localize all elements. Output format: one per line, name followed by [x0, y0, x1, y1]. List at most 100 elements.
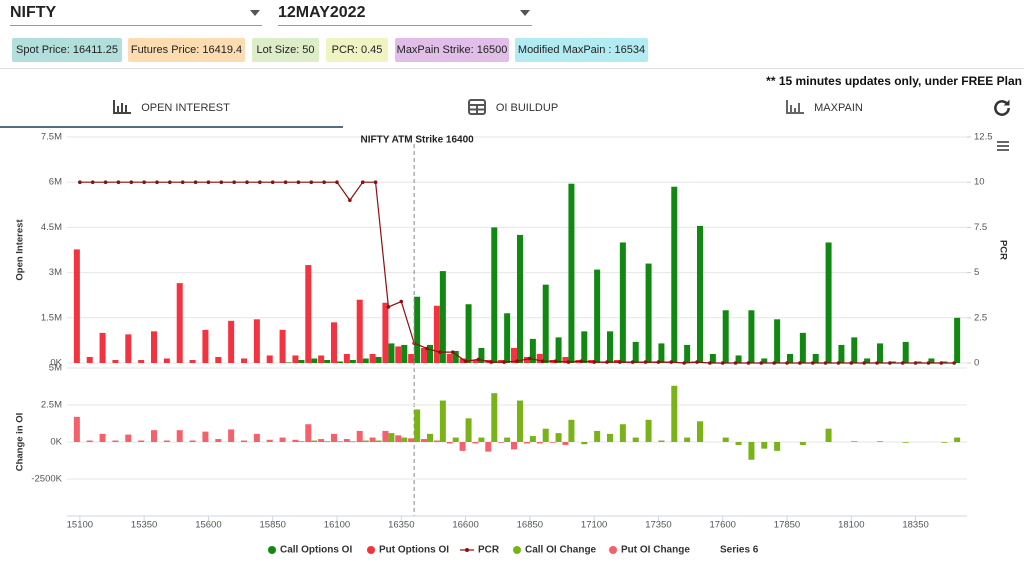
pcr-point [836, 361, 841, 365]
bar [504, 437, 511, 442]
bar [427, 344, 433, 363]
pcr-point [360, 180, 365, 184]
x-tick-label: 17850 [774, 520, 800, 531]
legend-label: Call Options OI [280, 545, 352, 556]
symbol-select[interactable]: NIFTY [10, 0, 262, 26]
x-tick-label: 16350 [388, 520, 414, 531]
bar [86, 440, 93, 442]
bar [864, 358, 871, 363]
bar [138, 359, 145, 363]
bar [511, 442, 517, 450]
pcr-point [630, 360, 635, 364]
badge: Futures Price: 16419.4 [128, 38, 245, 62]
bar [619, 424, 626, 442]
pcr-point [939, 361, 944, 365]
bar [311, 440, 318, 442]
bar [459, 442, 466, 451]
bar [163, 358, 170, 363]
pcr-point [438, 350, 442, 354]
pcr-point [643, 360, 648, 364]
tab-oi-buildup[interactable]: OI BUILDUP [343, 96, 683, 126]
y2-tick-label: 5 [974, 267, 979, 278]
bar [658, 343, 665, 363]
pcr-point [425, 346, 429, 351]
bar [799, 332, 806, 363]
pcr-point [322, 180, 326, 184]
bar [478, 347, 485, 363]
pcr-point [180, 180, 185, 184]
bar [697, 225, 703, 363]
bar [369, 437, 376, 442]
bar [915, 361, 922, 363]
refresh-button[interactable] [992, 98, 1012, 118]
bar [202, 431, 209, 442]
y2-tick-label: 10 [974, 177, 985, 188]
bar [176, 430, 183, 442]
pcr-point [245, 180, 249, 184]
bar [337, 441, 343, 442]
pcr-point [296, 180, 301, 184]
y-tick-label: 1.5M [41, 312, 62, 323]
bar [928, 358, 935, 363]
bar [266, 355, 273, 363]
y2-tick-label: 12.5 [974, 132, 993, 143]
bar [491, 227, 498, 363]
bar [401, 437, 408, 442]
bar [421, 347, 427, 363]
pcr-point [798, 361, 802, 365]
tab-maxpain[interactable]: MAXPAIN [683, 96, 966, 126]
bar [851, 337, 858, 363]
chart-menu[interactable] [996, 140, 1010, 152]
bar [645, 419, 652, 442]
bar [748, 442, 755, 460]
bar [382, 430, 389, 442]
bar [228, 320, 235, 363]
pcr-point [258, 180, 262, 184]
pcr-point [309, 180, 314, 184]
pcr-point [733, 361, 738, 365]
notice: ** 15 minutes updates only, under FREE P… [766, 74, 1022, 88]
bar [838, 344, 845, 363]
badge: Lot Size: 50 [252, 38, 319, 62]
pcr-point [592, 360, 596, 364]
tab-open-interest[interactable]: OPEN INTEREST [0, 96, 343, 128]
bar [619, 242, 626, 363]
badge: Spot Price: 16411.25 [12, 38, 122, 62]
bar [324, 359, 331, 363]
pcr-point [746, 361, 751, 365]
bar [176, 283, 183, 363]
pcr-point [155, 180, 159, 184]
legend-label: Call OI Change [525, 545, 597, 556]
bar [356, 430, 363, 442]
bar [536, 353, 543, 363]
y2-axis-title: PCR [997, 240, 1008, 260]
bar [485, 442, 492, 452]
bar [292, 355, 299, 363]
bar [382, 302, 389, 363]
bar [408, 438, 415, 442]
symbol-value: NIFTY [10, 4, 57, 21]
bar [253, 319, 260, 363]
bar [632, 437, 639, 442]
legend-label: PCR [478, 545, 500, 556]
pcr-point [502, 360, 506, 364]
bar [877, 441, 883, 442]
bar [305, 424, 312, 442]
expiry-select[interactable]: 12MAY2022 [278, 0, 532, 26]
bar [349, 359, 356, 363]
tab-icon [467, 99, 486, 115]
bar [787, 353, 793, 363]
pcr-point [618, 360, 622, 364]
bar [542, 284, 549, 363]
bar [433, 305, 440, 363]
bar [99, 433, 106, 442]
bar [395, 346, 402, 363]
pcr-point [823, 361, 828, 365]
bar [555, 433, 562, 442]
x-tick-label: 18100 [838, 520, 864, 531]
pcr-point [142, 180, 146, 184]
pcr-point [785, 361, 789, 365]
bar [337, 361, 343, 363]
bar [722, 310, 729, 363]
bar [555, 337, 562, 363]
